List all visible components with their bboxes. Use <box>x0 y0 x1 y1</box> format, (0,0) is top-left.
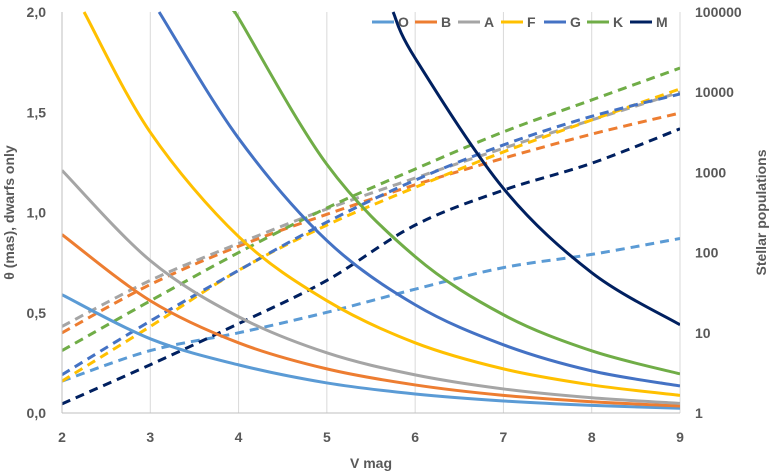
y-left-tick-label: 1,5 <box>27 104 47 120</box>
legend-label-M: M <box>656 14 668 30</box>
population-line-G <box>62 92 680 377</box>
y-left-tick-label: 2,0 <box>27 4 47 20</box>
x-tick-label: 2 <box>58 429 66 445</box>
legend-label-O: O <box>398 14 409 30</box>
legend-label-F: F <box>527 14 536 30</box>
x-tick-label: 7 <box>500 429 508 445</box>
x-tick-label: 8 <box>588 429 596 445</box>
y-left-tick-label: 0,0 <box>27 405 47 421</box>
theta-line-G <box>157 11 680 388</box>
x-tick-label: 4 <box>235 429 243 445</box>
y-right-tick-label: 1000 <box>695 164 726 180</box>
y-right-tick-label: 100000 <box>695 4 742 20</box>
y-right-axis-title: Stellar populations <box>753 149 769 275</box>
gridlines <box>61 12 681 413</box>
y-right-tick-label: 1 <box>695 405 703 421</box>
population-line-B <box>62 111 680 335</box>
theta-line-B <box>62 233 680 408</box>
population-line-O <box>62 237 680 383</box>
theta-line-A <box>62 169 680 405</box>
y-left-tick-label: 0,5 <box>27 305 47 321</box>
x-tick-label: 3 <box>146 429 154 445</box>
theta-line-M <box>391 11 680 327</box>
x-tick-label: 6 <box>411 429 419 445</box>
legend-label-G: G <box>570 14 581 30</box>
y-left-tick-label: 1,0 <box>27 205 47 221</box>
population-line-M <box>62 127 680 406</box>
population-line-F <box>62 87 680 383</box>
theta-line-K <box>231 11 680 376</box>
legend-label-B: B <box>441 14 451 30</box>
theta-line-F <box>82 11 680 397</box>
legend-label-A: A <box>484 14 494 30</box>
series-lines <box>62 11 680 410</box>
x-tick-label: 9 <box>676 429 684 445</box>
y-right-tick-label: 100 <box>695 245 719 261</box>
tick-labels: 2 3 4 5 6 7 8 9 0,0 0,5 1,0 1,5 2,0 1 10 100 1000 10000 10… <box>27 4 742 445</box>
y-left-axis-title: θ (mas), dwarfs only <box>1 145 17 280</box>
x-axis-title: V mag <box>350 455 392 471</box>
theta-line-O <box>62 293 680 410</box>
y-right-tick-label: 10 <box>695 325 711 341</box>
y-right-tick-label: 10000 <box>695 84 734 100</box>
x-tick-label: 5 <box>323 429 331 445</box>
population-line-K <box>62 66 680 352</box>
population-line-A <box>62 90 680 328</box>
legend-label-K: K <box>613 14 623 30</box>
axes <box>61 12 680 414</box>
